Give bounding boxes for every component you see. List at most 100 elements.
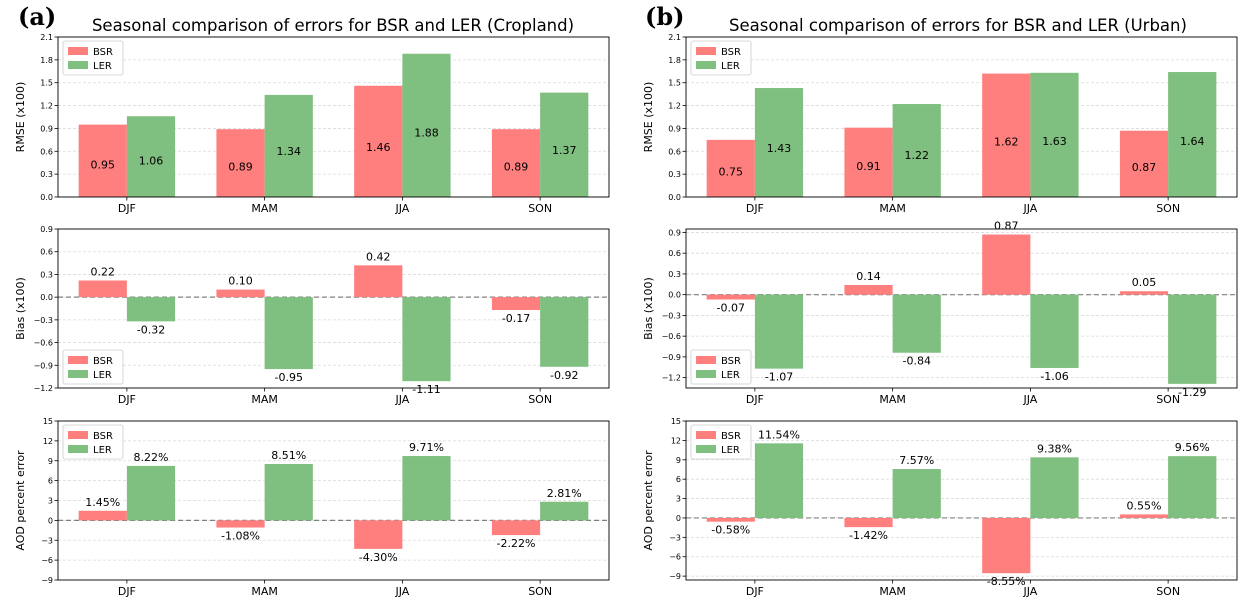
data-label-a-bias-bsr-jja: 0.42 — [366, 250, 391, 263]
ytick-label-a-aod: 3 — [48, 497, 53, 506]
legend-label-b-aod-ler: LER — [721, 445, 740, 456]
panel-a-letter: (a) — [18, 2, 56, 31]
legend-a-bias: BSR LER — [62, 349, 124, 385]
ytick-label-b-rmse: 0.3 — [668, 170, 681, 179]
axes-frame-b-aod — [685, 420, 1238, 581]
legend-swatch-b-rmse-bsr — [696, 47, 716, 55]
ytick-label-b-aod: 3 — [676, 495, 681, 504]
legend-label-a-aod-ler: LER — [93, 445, 112, 456]
data-label-a-rmse-ler-mam: 1.34 — [276, 145, 301, 158]
chart-b-aod: −9 −6 −3 0 3 6 9 12 15 -0.58% -1.42% -8.55% 0.55% 11.… — [642, 417, 1238, 598]
ytick-label-b-rmse: 0.6 — [668, 147, 681, 156]
ylabel-b-rmse: RMSE (x100) — [642, 82, 655, 153]
legend-label-b-rmse-bsr: BSR — [721, 47, 741, 58]
panel-b-letter: (b) — [645, 2, 685, 31]
ytick-label-b-aod: 15 — [671, 417, 681, 426]
ytick-label-b-rmse: 1.2 — [668, 102, 681, 111]
ytick-label-a-bias: −0.9 — [34, 361, 53, 370]
legend-a-rmse: BSR LER — [62, 40, 124, 76]
bar-a-bias-bsr-jja — [354, 265, 403, 298]
data-label-a-bias-bsr-djf: 0.22 — [91, 265, 116, 278]
xtick-label-b-rmse-djf: DJF — [746, 202, 764, 215]
data-label-b-rmse-bsr-son: 0.87 — [1132, 161, 1157, 174]
data-label-b-aod-ler-jja: 9.38% — [1037, 442, 1072, 455]
xtick-label-b-aod-son: SON — [1156, 585, 1180, 598]
bar-a-rmse-ler-son — [540, 92, 589, 197]
data-label-b-rmse-ler-son: 1.64 — [1180, 135, 1205, 148]
xtick-label-a-bias-jja: JJA — [394, 393, 409, 406]
bar-b-aod-bsr-djf — [706, 517, 755, 522]
data-label-a-bias-ler-jja: -1.11 — [412, 383, 440, 396]
xtick-label-a-rmse-djf: DJF — [118, 202, 136, 215]
data-label-b-aod-bsr-mam: -1.42% — [849, 529, 888, 542]
ytick-label-a-aod: 15 — [43, 417, 53, 426]
ylabel-b-aod: AOD percent error — [642, 450, 655, 551]
axes-frame-a-bias — [57, 228, 610, 389]
xtick-label-a-aod-son: SON — [528, 585, 552, 598]
ytick-label-a-rmse: 0.6 — [40, 147, 53, 156]
bar-b-rmse-bsr-jja — [982, 73, 1031, 197]
ytick-label-a-aod: 0 — [48, 516, 53, 525]
data-label-a-aod-ler-jja: 9.71% — [409, 441, 444, 454]
bar-a-bias-ler-djf — [126, 297, 176, 322]
bar-a-bias-ler-son — [540, 297, 589, 367]
ytick-label-b-rmse: 1.5 — [668, 79, 681, 88]
bar-a-aod-bsr-son — [491, 520, 541, 536]
bar-b-bias-bsr-mam — [844, 284, 893, 295]
ytick-label-b-bias: −0.3 — [662, 311, 681, 320]
bar-a-aod-ler-jja — [402, 456, 451, 521]
xtick-label-b-bias-djf: DJF — [746, 393, 764, 406]
ytick-label-a-bias: 0.0 — [40, 293, 53, 302]
xtick-label-a-aod-jja: JJA — [394, 585, 409, 598]
data-label-b-bias-bsr-jja: 0.87 — [994, 220, 1019, 233]
legend-b-rmse: BSR LER — [690, 40, 752, 76]
ytick-label-a-rmse: 0.0 — [40, 193, 53, 202]
bar-b-aod-ler-djf — [754, 443, 804, 518]
xtick-label-b-bias-son: SON — [1156, 393, 1180, 406]
data-label-b-aod-ler-son: 9.56% — [1175, 441, 1210, 454]
legend-swatch-a-bias-ler — [68, 370, 88, 378]
data-label-a-aod-ler-mam: 8.51% — [271, 449, 306, 462]
ytick-label-b-aod: −3 — [669, 533, 681, 542]
bar-b-aod-ler-jja — [1030, 457, 1079, 518]
ytick-label-a-aod: 12 — [43, 437, 53, 446]
ytick-label-b-rmse: 0.9 — [668, 124, 681, 133]
xtick-label-a-aod-djf: DJF — [118, 585, 136, 598]
data-label-a-aod-ler-djf: 8.22% — [134, 451, 169, 464]
bar-b-aod-bsr-mam — [844, 517, 893, 528]
data-label-b-rmse-bsr-mam: 0.91 — [856, 160, 881, 173]
data-label-b-bias-bsr-mam: 0.14 — [856, 270, 881, 283]
bar-a-bias-ler-jja — [402, 297, 451, 382]
xtick-label-b-bias-mam: MAM — [879, 393, 906, 406]
data-label-b-bias-ler-jja: -1.06 — [1040, 370, 1068, 383]
bar-b-rmse-bsr-mam — [844, 127, 893, 197]
data-label-a-rmse-bsr-mam: 0.89 — [228, 160, 253, 173]
xtick-label-b-aod-mam: MAM — [879, 585, 906, 598]
xtick-label-a-bias-mam: MAM — [251, 393, 278, 406]
bar-b-bias-ler-son — [1168, 294, 1217, 384]
xtick-label-b-aod-djf: DJF — [746, 585, 764, 598]
ytick-label-a-aod: 9 — [48, 457, 53, 466]
ytick-label-b-aod: −9 — [669, 572, 681, 581]
chart-a-bias: −1.2 −0.9 −0.6 −0.3 0.0 0.3 0.6 0.9 0.22 0.10 0.42… — [14, 225, 610, 406]
chart-b-rmse: 0.0 0.3 0.6 0.9 1.2 1.5 1.8 2.1 0.75 0.91 1.62 0.87… — [642, 33, 1238, 215]
bar-a-aod-bsr-jja — [354, 520, 403, 549]
data-label-b-bias-ler-djf: -1.07 — [765, 371, 793, 384]
xtick-label-b-rmse-jja: JJA — [1022, 202, 1037, 215]
bar-a-bias-bsr-mam — [216, 289, 265, 298]
data-label-b-aod-bsr-son: 0.55% — [1127, 499, 1162, 512]
ytick-label-b-rmse: 1.8 — [668, 56, 681, 65]
ytick-label-a-rmse: 0.9 — [40, 124, 53, 133]
ytick-label-b-bias: 0.0 — [668, 291, 681, 300]
legend-label-b-bias-ler: LER — [721, 370, 740, 381]
legend-label-a-bias-ler: LER — [93, 370, 112, 381]
bar-a-rmse-bsr-mam — [216, 129, 265, 197]
ylabel-a-bias: Bias (x100) — [14, 277, 27, 340]
ytick-label-a-rmse: 1.8 — [40, 56, 53, 65]
data-label-b-aod-ler-djf: 11.54% — [758, 428, 800, 441]
xtick-label-a-rmse-mam: MAM — [251, 202, 278, 215]
panel-b-title: Seasonal comparison of errors for BSR an… — [729, 16, 1187, 35]
ytick-label-a-aod: −3 — [41, 536, 53, 545]
data-label-a-rmse-ler-son: 1.37 — [552, 144, 577, 157]
ytick-label-b-aod: −6 — [669, 553, 681, 562]
